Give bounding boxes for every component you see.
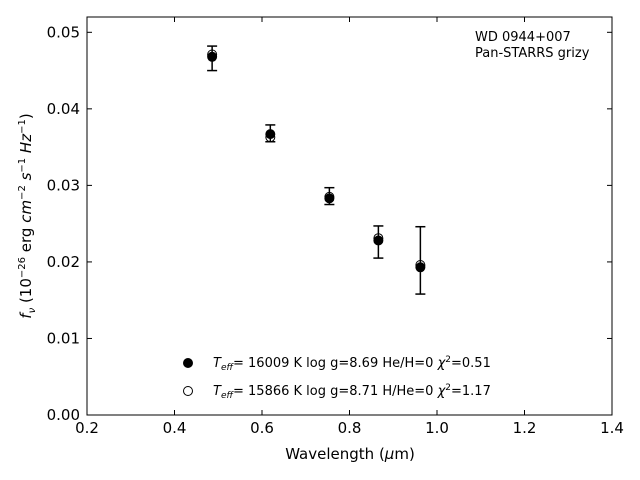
y-tick-label: 0.02 bbox=[47, 253, 80, 271]
x-tick-label: 1.2 bbox=[513, 419, 537, 437]
y-tick-label: 0.05 bbox=[47, 23, 80, 41]
point-open bbox=[415, 259, 426, 270]
point-filled bbox=[207, 51, 218, 62]
point-filled bbox=[415, 262, 426, 273]
x-tick-label: 0.4 bbox=[163, 419, 187, 437]
annotation-survey-name: Pan-STARRS grizy bbox=[475, 46, 590, 61]
y-axis-label: fν (10−26 erg cm−2 s−1 Hz−1) bbox=[17, 113, 38, 318]
annotation: WD 0944+007 Pan-STARRS grizy bbox=[475, 30, 590, 61]
legend-marker-open bbox=[183, 386, 193, 396]
legend-marker-filled bbox=[183, 358, 193, 368]
y-tick-label: 0.04 bbox=[47, 100, 80, 118]
data-layer bbox=[207, 45, 426, 295]
axes-layer: 0.2 0.4 0.6 0.8 1.0 1.2 1.4 0.00 0.01 0.02 0.03 0.0… bbox=[47, 16, 624, 437]
x-tick-label: 1.0 bbox=[425, 419, 449, 437]
annotation-object-name: WD 0944+007 bbox=[475, 30, 571, 45]
x-tick-label: 0.8 bbox=[338, 419, 362, 437]
point-open bbox=[265, 132, 276, 143]
point-open bbox=[324, 191, 335, 202]
x-tick-label: 0.2 bbox=[75, 419, 99, 437]
point-open bbox=[207, 49, 218, 60]
legend: Teff= 16009 K log g=8.69 He/H=0 χ2=0.51 … bbox=[183, 355, 491, 401]
point-filled bbox=[265, 129, 276, 140]
x-axis-label: Wavelength (μm) bbox=[285, 445, 415, 463]
point-open bbox=[373, 233, 384, 244]
y-tick-label: 0.03 bbox=[47, 176, 80, 194]
point-filled bbox=[373, 235, 384, 246]
legend-label-open: Teff= 15866 K log g=8.71 H/He=0 χ2=1.17 bbox=[213, 383, 491, 401]
x-tick-label: 0.6 bbox=[250, 419, 274, 437]
y-tick-label: 0.01 bbox=[47, 329, 80, 347]
y-tick-label: 0.00 bbox=[47, 406, 80, 424]
x-tick-label: 1.4 bbox=[600, 419, 624, 437]
legend-label-filled: Teff= 16009 K log g=8.69 He/H=0 χ2=0.51 bbox=[213, 355, 491, 373]
